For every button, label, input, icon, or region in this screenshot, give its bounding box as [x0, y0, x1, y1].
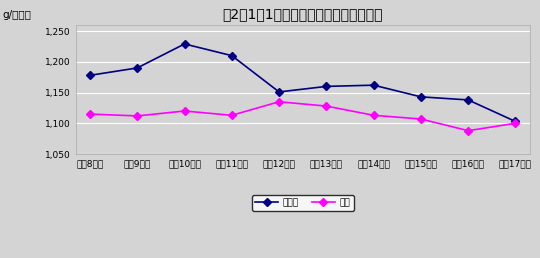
全国	[512, 122, 519, 125]
Line: 全国: 全国	[87, 99, 518, 133]
全国	[228, 114, 235, 117]
三重県	[276, 90, 282, 93]
全国	[181, 109, 188, 112]
三重県	[134, 66, 140, 69]
全国	[417, 117, 424, 120]
Line: 三重県: 三重県	[87, 41, 518, 124]
全国	[323, 104, 329, 108]
全国	[370, 114, 377, 117]
三重県	[323, 85, 329, 88]
三重県	[87, 74, 93, 77]
全国	[87, 112, 93, 116]
全国	[276, 100, 282, 103]
三重県	[370, 84, 377, 87]
全国	[465, 129, 471, 132]
全国	[134, 114, 140, 117]
Y-axis label: g/人・日: g/人・日	[2, 10, 31, 20]
三重県	[228, 54, 235, 57]
三重県	[465, 98, 471, 101]
三重県	[512, 120, 519, 123]
三重県	[181, 42, 188, 45]
Legend: 三重県, 全国: 三重県, 全国	[252, 195, 354, 211]
三重県	[417, 95, 424, 98]
Title: 図2　1人1日当たりのごみ排出量の推移: 図2 1人1日当たりのごみ排出量の推移	[222, 7, 383, 21]
